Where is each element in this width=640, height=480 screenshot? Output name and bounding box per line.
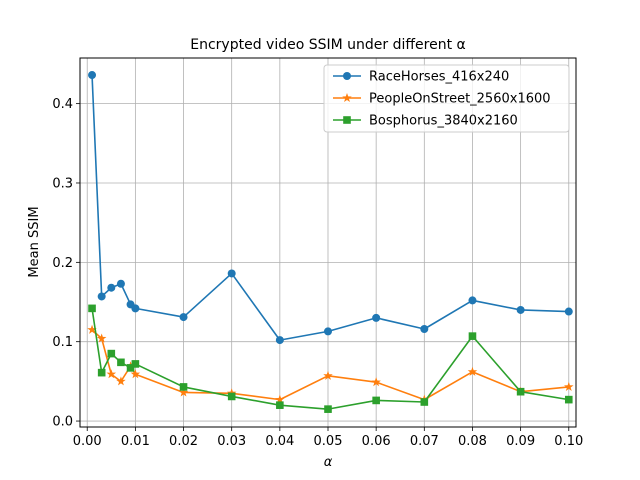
data-point <box>116 279 125 288</box>
x-tick-label: 0.03 <box>217 434 246 449</box>
data-point <box>131 304 140 313</box>
data-point <box>275 336 284 345</box>
data-point <box>97 368 106 377</box>
y-tick-label: 0.2 <box>52 256 73 271</box>
data-point <box>420 324 429 333</box>
data-point <box>227 269 236 278</box>
data-point <box>468 296 477 305</box>
data-point <box>371 377 381 387</box>
x-tick-label: 0.10 <box>554 434 583 449</box>
legend-frame <box>323 64 570 133</box>
legend-label: RaceHorses_416x240 <box>369 70 509 85</box>
data-point <box>275 394 285 404</box>
x-tick-label: 0.05 <box>314 434 343 449</box>
legend: RaceHorses_416x240 PeopleOnStreet_2560x16… <box>323 64 570 133</box>
legend-label: PeopleOnStreet_2560x1600 <box>369 92 551 107</box>
data-point <box>88 71 97 80</box>
data-point <box>467 366 478 376</box>
y-tick-label: 0.0 <box>52 415 73 430</box>
data-point <box>116 376 126 386</box>
data-point <box>131 360 140 368</box>
y-tick-label: 0.1 <box>52 335 73 350</box>
legend-marker <box>342 93 352 103</box>
data-point <box>179 383 188 391</box>
x-tick-label: 0.07 <box>410 434 439 449</box>
x-axis-label: α <box>324 455 333 470</box>
data-point <box>126 364 135 372</box>
series-layer <box>87 71 574 413</box>
y-tick-label: 0.3 <box>52 176 73 191</box>
legend-marker <box>343 72 351 80</box>
y-axis: 0.0 0.1 0.2 0.3 0.4 <box>52 97 80 430</box>
data-point <box>372 313 381 322</box>
data-point <box>130 369 141 379</box>
x-tick-label: 0.08 <box>458 434 487 449</box>
data-point <box>324 405 332 413</box>
x-axis: 0.00 0.01 0.02 0.03 0.04 0.05 0.06 0.07 0.08 0.09… <box>73 427 583 449</box>
data-point <box>107 349 116 358</box>
legend-item: PeopleOnStreet_2560x1600 <box>333 92 551 107</box>
data-point <box>516 387 525 396</box>
data-point <box>87 324 97 334</box>
series-line <box>91 308 569 410</box>
data-point <box>420 398 429 406</box>
data-point <box>97 292 106 301</box>
y-tick-label: 0.4 <box>52 97 73 112</box>
legend-label: Bosphorus_3840x2160 <box>369 114 518 129</box>
data-point <box>564 395 573 404</box>
data-point <box>107 283 116 292</box>
x-tick-label: 0.02 <box>169 434 198 449</box>
data-point <box>179 313 188 322</box>
data-point <box>106 369 117 379</box>
data-point <box>178 387 189 397</box>
data-point <box>323 370 333 380</box>
data-point <box>372 396 380 405</box>
x-tick-label: 0.01 <box>121 434 150 449</box>
series-1 <box>88 71 573 345</box>
data-point <box>516 305 525 314</box>
legend-item: Bosphorus_3840x2160 <box>333 114 518 129</box>
data-point <box>324 327 332 336</box>
data-point <box>227 392 236 401</box>
x-tick-label: 0.06 <box>362 434 391 449</box>
data-point <box>88 304 96 313</box>
y-axis-label: Mean SSIM <box>27 206 42 277</box>
x-tick-label: 0.04 <box>265 434 294 449</box>
series-3 <box>88 304 573 413</box>
data-point <box>276 401 284 409</box>
data-point <box>96 333 107 343</box>
data-point <box>564 307 573 316</box>
series-2 <box>87 324 574 404</box>
data-point <box>468 332 477 340</box>
x-tick-label: 0.00 <box>73 434 102 449</box>
x-tick-label: 0.09 <box>506 434 535 449</box>
legend-marker <box>343 116 351 124</box>
legend-item: RaceHorses_416x240 <box>333 70 509 85</box>
data-point <box>117 358 125 367</box>
chart-title: Encrypted video SSIM under different α <box>190 37 466 53</box>
data-point <box>564 381 574 391</box>
